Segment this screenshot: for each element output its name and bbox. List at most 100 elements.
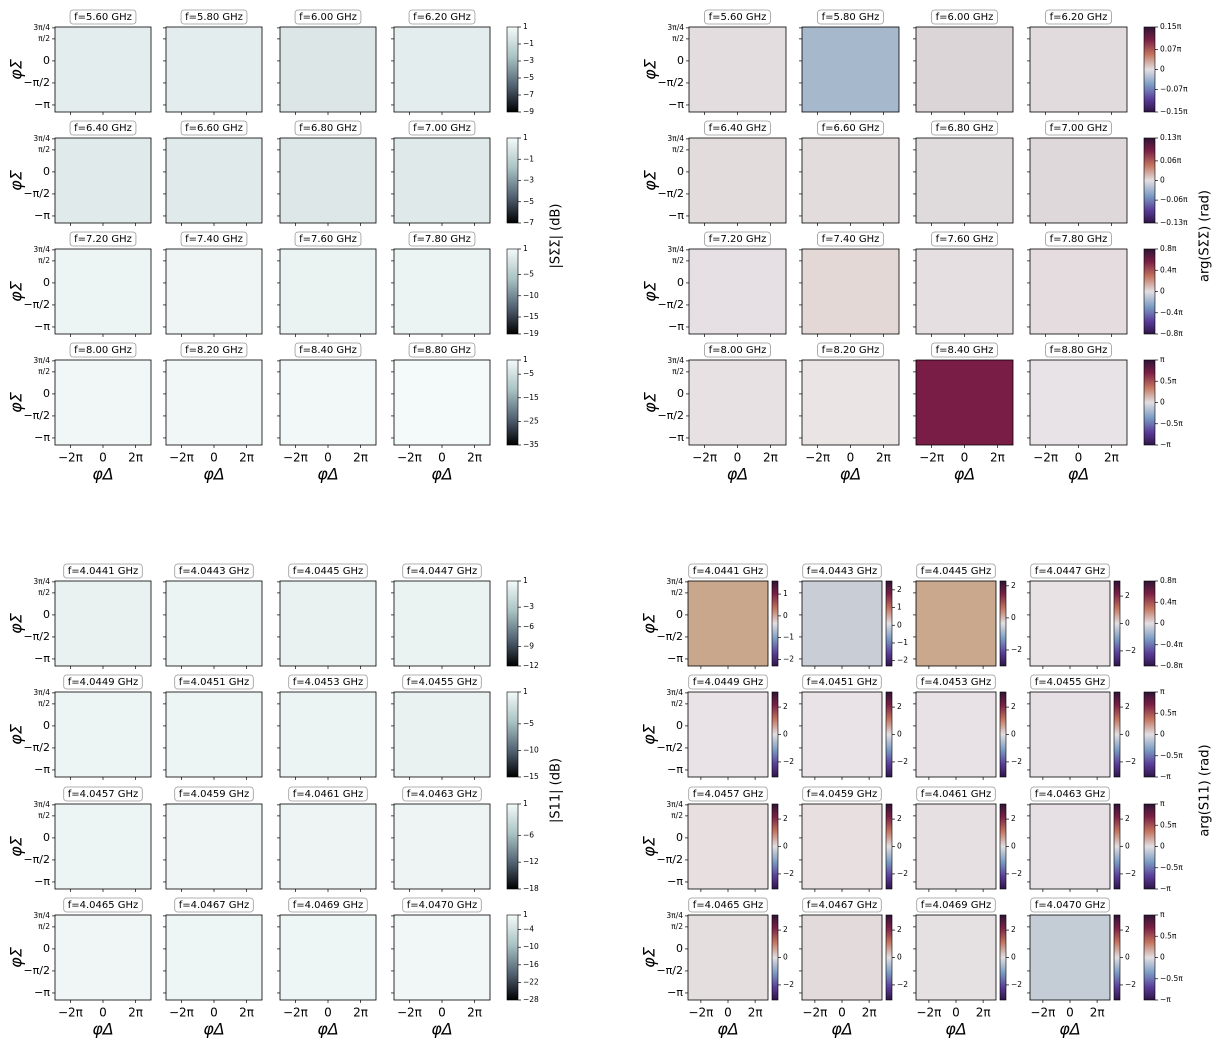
- y-axis-label: φΣ: [7, 58, 26, 80]
- x-axis-label: φΔ: [1059, 1020, 1081, 1039]
- y-tick-label: π/2: [38, 811, 50, 820]
- y-tick-label: 3π/4: [667, 245, 684, 254]
- colorbar: [506, 580, 519, 667]
- y-tick-label: −π/2: [23, 630, 50, 643]
- colorbar-tick-label: −10: [523, 942, 539, 951]
- heatmap-panel: [279, 26, 377, 113]
- colorbar-tick-label: 0.4π: [1160, 265, 1177, 274]
- heatmap-panel: [915, 26, 1014, 113]
- y-tick-label: π/2: [671, 811, 683, 820]
- panel-title: f=4.0459 GHz: [807, 789, 878, 800]
- x-tick-label: 0: [734, 451, 742, 465]
- heatmap-panel: [165, 137, 263, 224]
- panel-title: f=6.80 GHz: [299, 123, 357, 134]
- colorbar-tick-label: 0: [1125, 842, 1130, 851]
- colorbar-tick-label: 0.5π: [1160, 708, 1177, 717]
- colorbar-tick-label: 2: [783, 925, 788, 934]
- x-tick-label: 2π: [467, 451, 482, 465]
- colorbar-tick-label: −0.4π: [1160, 308, 1183, 317]
- y-axis-label: φΣ: [640, 723, 659, 745]
- colorbar-tick-label: −2: [1011, 869, 1022, 878]
- x-tick-label: −2π: [802, 1006, 827, 1020]
- panel-title: f=8.80 GHz: [413, 345, 471, 356]
- x-tick-label: 0: [210, 451, 218, 465]
- colorbar-tick-label: −9: [523, 641, 534, 650]
- panel-title: f=8.00 GHz: [74, 345, 132, 356]
- heatmap-panel: [801, 26, 900, 113]
- colorbar-tick-label: 0: [1011, 842, 1016, 851]
- panel-title: f=6.80 GHz: [936, 123, 994, 134]
- colorbar-tick-label: −2: [1011, 980, 1022, 989]
- heatmap-panel: [801, 137, 900, 224]
- heatmap-panel: [54, 26, 152, 113]
- panel-title: f=4.0467 GHz: [807, 900, 878, 911]
- y-tick-label: −π/2: [23, 409, 50, 422]
- colorbar-tick-label: 1: [523, 910, 528, 919]
- colorbar-tick-label: 0: [1160, 287, 1165, 296]
- x-tick-label: −2π: [692, 451, 717, 465]
- panel-title-box: [69, 9, 137, 25]
- panel-title-box: [402, 674, 482, 690]
- colorbar-tick-label: 0: [1160, 398, 1165, 407]
- colorbar-tick-label: −28: [523, 995, 539, 1004]
- y-tick-label: −π: [34, 763, 50, 776]
- panel-title: f=6.20 GHz: [1050, 12, 1108, 23]
- colorbar-tick-label: 0.4π: [1160, 597, 1177, 606]
- x-tick-label: 0: [210, 1006, 218, 1020]
- panel-title-box: [63, 563, 143, 579]
- heatmap-panel: [279, 803, 377, 890]
- colorbar-tick-label: 0: [1011, 730, 1016, 739]
- panel-title-box: [174, 674, 254, 690]
- panel-title: f=6.00 GHz: [299, 12, 357, 23]
- panel-title: f=7.40 GHz: [185, 234, 243, 245]
- y-tick-label: −π: [668, 320, 684, 333]
- y-tick-label: π/2: [672, 34, 684, 43]
- colorbar-tick-label: 0.13π: [1160, 133, 1182, 142]
- colorbar-tick-label: 0: [1160, 65, 1165, 74]
- panel-title: f=8.80 GHz: [1050, 345, 1108, 356]
- colorbar-tick-label: 0: [783, 730, 788, 739]
- colorbar-tick-label: −3: [523, 56, 534, 65]
- heatmap-panel: [1029, 137, 1128, 224]
- panel-title-box: [288, 786, 368, 802]
- colorbar: [506, 248, 519, 335]
- panel-title-box: [916, 674, 996, 690]
- heatmap-panel: [801, 580, 883, 667]
- panel-title: f=4.0463 GHz: [407, 789, 478, 800]
- panel-title: f=7.20 GHz: [709, 234, 767, 245]
- y-tick-label: 3π/4: [667, 23, 684, 32]
- colorbar-tick-label: −2: [1011, 757, 1022, 766]
- colorbar-tick-label: 2: [783, 814, 788, 823]
- y-tick-label: −π: [668, 98, 684, 111]
- panel-title-box: [180, 9, 248, 25]
- panel-title-box: [704, 9, 771, 25]
- colorbar-tick-label: π: [1160, 687, 1165, 696]
- panel-title-box: [688, 563, 768, 579]
- colorbar-tick-label: −0.8π: [1160, 661, 1183, 670]
- y-axis-label: φΣ: [641, 280, 660, 302]
- y-axis-label: φΣ: [641, 391, 660, 413]
- x-tick-label: 2π: [239, 451, 254, 465]
- colorbar-tick-label: −3: [523, 602, 534, 611]
- y-axis-label: φΣ: [7, 280, 26, 302]
- heatmap-panel: [393, 914, 491, 1001]
- colorbar-tick-label: −35: [523, 440, 539, 449]
- colorbar-tick-label: −7: [523, 218, 534, 227]
- panel-title: f=5.80 GHz: [185, 12, 243, 23]
- y-tick-label: 3π/4: [667, 134, 684, 143]
- panel-title-box: [1030, 786, 1110, 802]
- panel-title: f=7.40 GHz: [822, 234, 880, 245]
- colorbar-tick-label: −π: [1160, 440, 1171, 449]
- y-tick-label: −π/2: [23, 964, 50, 977]
- heatmap-panel: [165, 359, 263, 446]
- x-tick-label: 0: [99, 451, 107, 465]
- x-tick-label: 2π: [748, 1006, 763, 1020]
- heatmap-panel: [54, 691, 152, 778]
- x-tick-label: −2π: [283, 1006, 308, 1020]
- colorbar-tick-label: −2: [1125, 869, 1136, 878]
- y-tick-label: 0: [43, 387, 50, 400]
- colorbar-label: arg(S11) (rad): [1198, 744, 1213, 836]
- panel-title-box: [931, 120, 998, 136]
- panel-title-box: [704, 231, 771, 247]
